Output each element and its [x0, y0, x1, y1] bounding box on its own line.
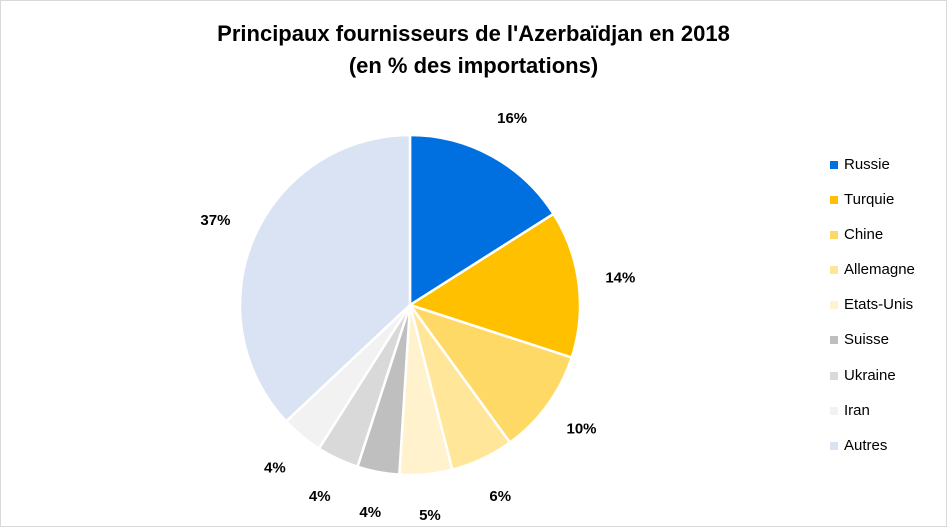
data-label-chine: 10% [566, 421, 596, 438]
pie-slices [238, 133, 582, 477]
chart-title-line-2: (en % des importations) [348, 53, 599, 78]
legend-label: Suisse [844, 331, 890, 349]
legend-label: Autres [844, 436, 888, 454]
data-label-russie: 16% [497, 110, 527, 127]
legend-label: Iran [844, 401, 870, 419]
pie-slice-chine [406, 302, 574, 445]
legend-label: Ukraine [844, 366, 896, 384]
pie-slice-russie [408, 133, 556, 308]
legend-swatch [830, 441, 838, 450]
data-label-suisse: 4% [359, 504, 381, 521]
legend-swatch [830, 336, 838, 345]
legend-swatch [830, 196, 838, 205]
legend-label: Allemagne [844, 261, 915, 279]
pie-slice-autres [238, 133, 412, 424]
chart-title: Principaux fournisseurs de l'Azerbaïdjan… [0, 18, 947, 82]
data-label-turquie: 14% [605, 269, 635, 286]
pie-slice-turquie [407, 212, 582, 360]
legend-label: Chine [844, 226, 884, 244]
legend-swatch [830, 266, 838, 275]
data-label-iran: 4% [264, 459, 286, 476]
data-label-allemagne: 6% [489, 488, 511, 505]
chart-title-line-1: Principaux fournisseurs de l'Azerbaïdjan… [217, 21, 730, 46]
legend-label: Etats-Unis [844, 296, 914, 314]
data-label-autres: 37% [200, 212, 230, 229]
legend-label: Turquie [844, 191, 895, 209]
legend-swatch [830, 301, 838, 310]
pie-labels: 16% 14% 10% 6% 5% 4% 4% 4% 37% [200, 110, 635, 524]
legend-swatch [830, 406, 838, 415]
data-label-etats-unis: 5% [419, 507, 441, 524]
legend-swatch [830, 231, 838, 240]
legend-swatch [830, 161, 838, 169]
data-label-ukraine: 4% [309, 488, 331, 505]
legend-label: Russie [844, 156, 890, 173]
legend-swatch [830, 371, 838, 380]
